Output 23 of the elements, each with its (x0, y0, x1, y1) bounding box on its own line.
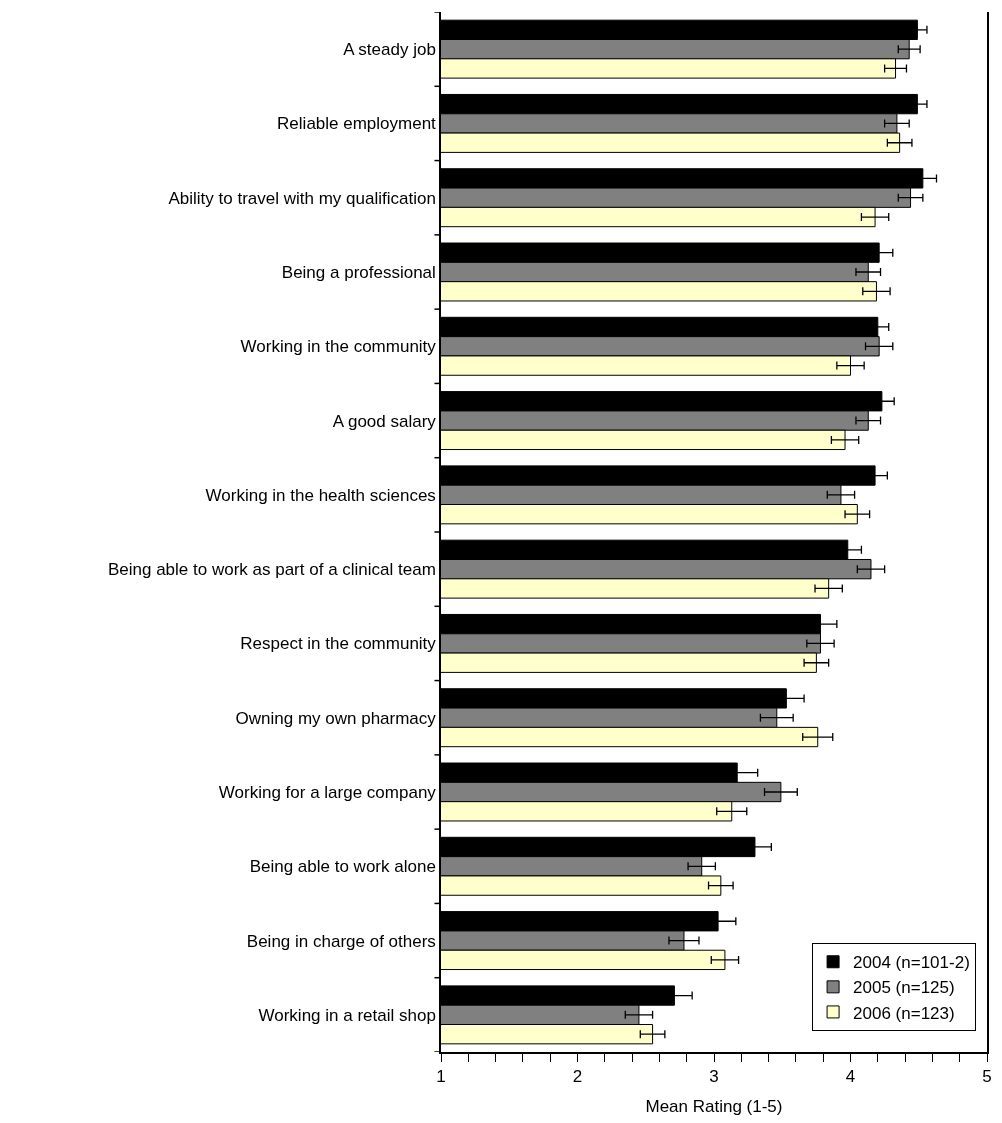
y-tick-label: Being in charge of others (246, 931, 436, 951)
y-tick-label: Ability to travel with my qualification (168, 188, 436, 208)
legend-label: 2005 (n=125) (853, 978, 955, 998)
x-tick-label: 4 (845, 1067, 856, 1087)
y-tick-label: Working in the community (240, 337, 437, 357)
x-tick-label: 1 (436, 1067, 446, 1087)
y-tick-label: A good salary (332, 411, 437, 431)
x-axis-title: Mean Rating (1-5) (645, 1097, 783, 1117)
y-tick-label: Being a professional (281, 262, 436, 282)
y-tick-label: Working in a retail shop (258, 1005, 436, 1025)
y-tick-label: Owning my own pharmacy (235, 708, 437, 728)
x-tick-label: 3 (709, 1067, 719, 1087)
y-tick-label: Being able to work as part of a clinical team (107, 560, 436, 580)
y-tick-label: Reliable employment (277, 114, 437, 134)
x-tick-label: 2 (572, 1067, 583, 1087)
y-tick-label: A steady job (343, 40, 436, 60)
y-tick-label: Working in the health sciences (205, 485, 436, 505)
legend-label: 2006 (n=123) (853, 1003, 955, 1023)
y-tick-label: Respect in the community (240, 634, 437, 654)
y-tick-label: Being able to work alone (249, 857, 436, 877)
x-tick-label: 5 (982, 1067, 992, 1087)
legend-label: 2004 (n=101-2) (853, 953, 970, 973)
y-tick-label: Working for a large company (218, 782, 437, 802)
